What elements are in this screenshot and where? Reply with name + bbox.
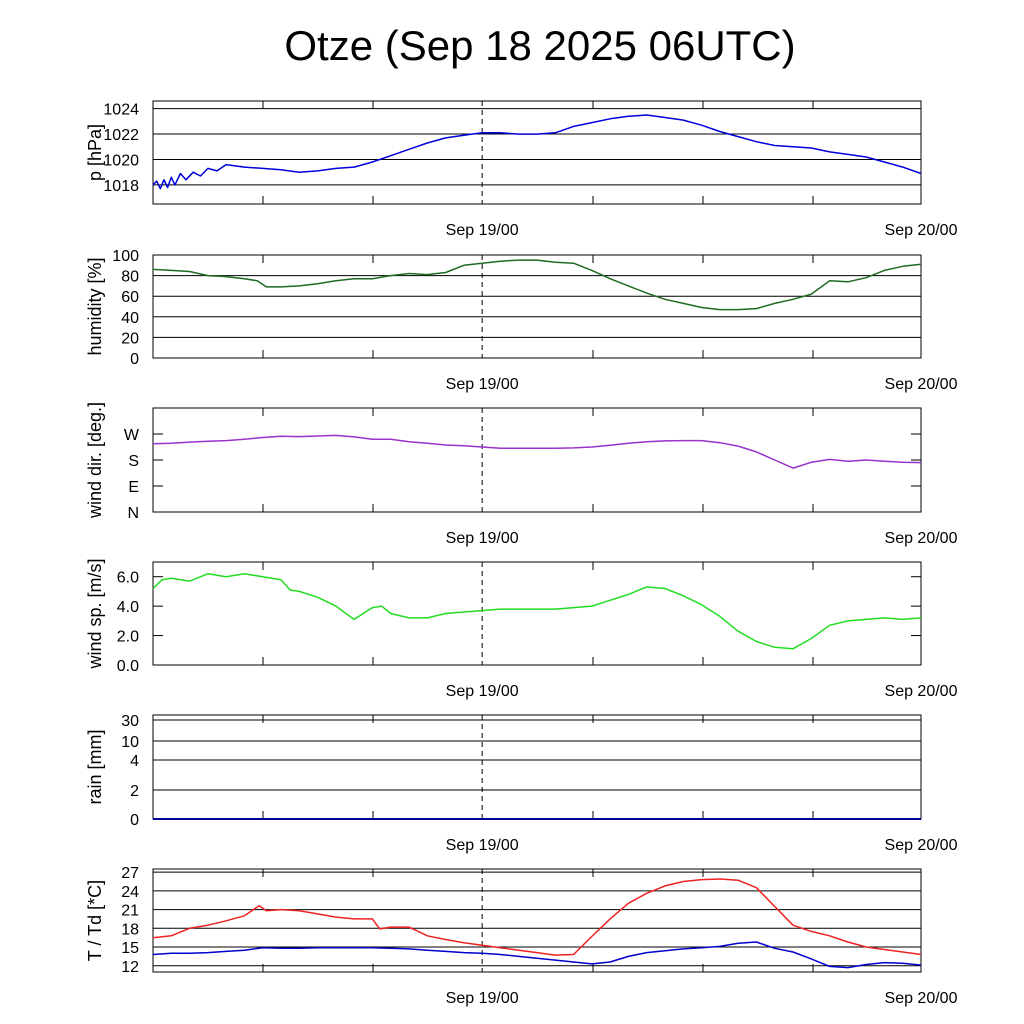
xtick-label-2-0: Sep 19/00: [446, 530, 519, 547]
ytick-label-3-3: 6.0: [117, 570, 139, 587]
ytick-label-5-5: 27: [121, 865, 139, 882]
xtick-label-0-0: Sep 19/00: [446, 222, 519, 239]
y-axis-label-0: p [hPa]: [85, 124, 105, 181]
panel-frame-1: [152, 254, 922, 359]
ytick-label-2-1: E: [128, 479, 139, 496]
ytick-label-1-4: 80: [121, 269, 139, 286]
panel-frame-2: [152, 407, 922, 513]
ytick-label-2-3: W: [124, 427, 140, 444]
xtick-label-0-1: Sep 20/00: [885, 222, 958, 239]
ytick-label-3-2: 4.0: [117, 599, 139, 616]
ytick-label-3-0: 0.0: [117, 658, 139, 675]
ytick-label-3-1: 2.0: [117, 629, 139, 646]
y-axis-label-3: wind sp. [m/s]: [85, 558, 105, 669]
ytick-label-1-1: 20: [121, 330, 139, 347]
series-line-1-0: [152, 259, 922, 311]
panel-frame-5: [152, 868, 922, 973]
ytick-label-4-4: 30: [121, 713, 139, 730]
y-axis-label-5: T / Td [*C]: [85, 880, 105, 961]
ytick-label-1-2: 40: [121, 310, 139, 327]
ytick-label-0-1: 1020: [103, 152, 139, 169]
xtick-label-5-1: Sep 20/00: [885, 990, 958, 1007]
series-line-2-0: [152, 434, 922, 469]
ytick-label-1-0: 0: [130, 351, 139, 368]
ytick-label-0-3: 1024: [103, 102, 139, 119]
y-axis-label-1: humidity [%]: [85, 257, 105, 355]
ytick-label-1-3: 60: [121, 289, 139, 306]
y-axis-label-2: wind dir. [deg.]: [85, 402, 105, 519]
xtick-label-3-0: Sep 19/00: [446, 683, 519, 700]
chart-title: Otze (Sep 18 2025 06UTC): [284, 22, 796, 69]
xtick-label-1-0: Sep 19/00: [446, 376, 519, 393]
series-line-5-1: [152, 941, 922, 969]
xtick-label-5-0: Sep 19/00: [446, 990, 519, 1007]
xtick-label-4-1: Sep 20/00: [885, 837, 958, 854]
ytick-label-5-2: 18: [121, 921, 139, 938]
ytick-label-4-2: 4: [130, 753, 139, 770]
ytick-label-4-1: 2: [130, 783, 139, 800]
y-axis-label-4: rain [mm]: [85, 729, 105, 804]
ytick-label-1-5: 100: [112, 248, 139, 265]
ytick-label-5-0: 12: [121, 959, 139, 976]
xtick-label-4-0: Sep 19/00: [446, 837, 519, 854]
panel-frame-3: [152, 561, 922, 666]
panel-frame-0: [152, 100, 922, 205]
xtick-label-2-1: Sep 20/00: [885, 530, 958, 547]
panel-frame-4: [152, 714, 922, 820]
ytick-label-2-0: N: [127, 505, 139, 522]
series-line-3-0: [152, 573, 922, 650]
series-line-5-0: [152, 878, 922, 956]
ytick-label-5-3: 21: [121, 903, 139, 920]
xtick-label-1-1: Sep 20/00: [885, 376, 958, 393]
ytick-label-4-3: 10: [121, 734, 139, 751]
ytick-label-5-1: 15: [121, 940, 139, 957]
ytick-label-2-2: S: [128, 453, 139, 470]
ytick-label-0-2: 1022: [103, 127, 139, 144]
series-line-0-0: [152, 114, 922, 190]
ytick-label-5-4: 24: [121, 884, 139, 901]
xtick-label-3-1: Sep 20/00: [885, 683, 958, 700]
ytick-label-4-0: 0: [130, 812, 139, 829]
ytick-label-0-0: 1018: [103, 178, 139, 195]
